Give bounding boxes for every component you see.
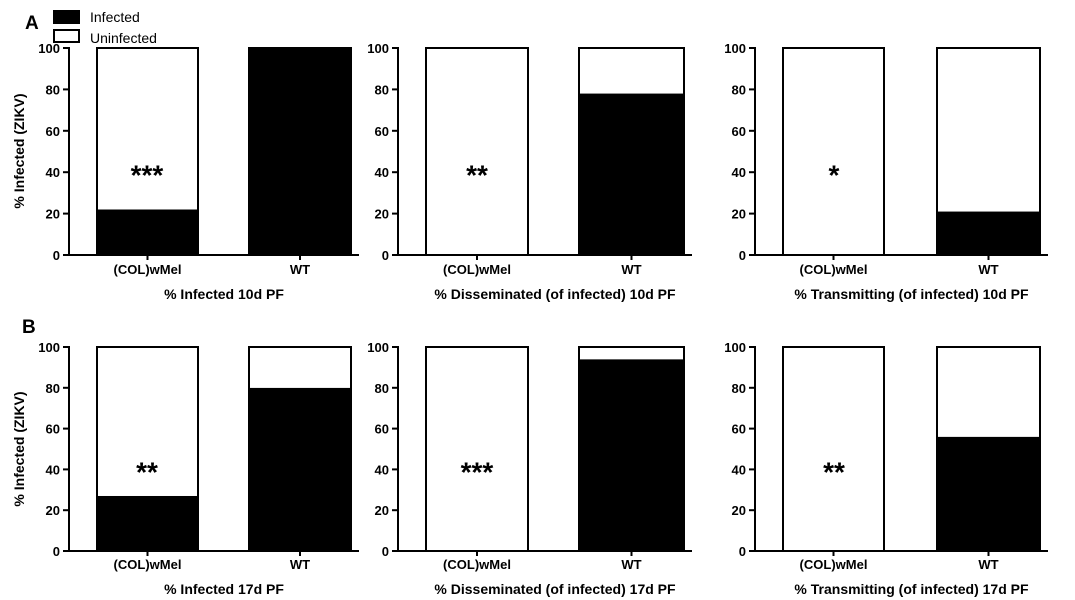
bar-infected-wt xyxy=(579,359,684,551)
chart-5: (COL)wMel WT 0 20 40 60 80 100 % Disseminated (o… xyxy=(367,340,692,597)
category-label: (COL)wMel xyxy=(800,557,868,572)
y-tick-label: 80 xyxy=(732,82,746,97)
bar-infected-colwmel xyxy=(97,209,198,255)
category-label: WT xyxy=(978,262,998,277)
y-tick-label: 20 xyxy=(46,207,60,222)
x-axis-title: % Transmitting (of infected) 17d PF xyxy=(794,581,1029,597)
category-label: (COL)wMel xyxy=(800,262,868,277)
y-tick-label: 100 xyxy=(38,41,60,56)
bar-uninfected-wt xyxy=(249,347,351,388)
y-tick-label: 20 xyxy=(46,503,60,518)
chart-1: (COL)wMel WT 0 20 40 60 80 100 % Infected 10d PF… xyxy=(11,41,359,302)
y-tick-label: 20 xyxy=(732,503,746,518)
y-tick-label: 100 xyxy=(724,340,746,355)
chart-6: (COL)wMel WT 0 20 40 60 80 100 % Transmitting (o… xyxy=(724,340,1048,597)
bar-infected-wt xyxy=(249,387,351,551)
x-axis-title: % Infected 10d PF xyxy=(164,286,284,302)
legend-swatch-uninfected xyxy=(53,29,80,43)
y-tick-label: 100 xyxy=(38,340,60,355)
category-label: (COL)wMel xyxy=(443,557,511,572)
significance-marker: ** xyxy=(823,457,845,488)
panel-letter-a: A xyxy=(25,13,39,34)
y-tick-label: 40 xyxy=(732,165,746,180)
y-tick-label: 0 xyxy=(53,544,60,559)
panel-letter-b: B xyxy=(22,317,36,338)
y-tick-label: 0 xyxy=(382,248,389,263)
y-tick-label: 40 xyxy=(732,462,746,477)
bar-infected-colwmel xyxy=(97,495,198,551)
charts-area: (COL)wMel WT 0 20 40 60 80 100 % Infected 10d PF… xyxy=(11,41,1048,597)
y-tick-label: 60 xyxy=(46,124,60,139)
y-tick-label: 0 xyxy=(739,544,746,559)
chart-2: (COL)wMel WT 0 20 40 60 80 100 % Disseminated (o… xyxy=(367,41,692,302)
significance-marker: *** xyxy=(131,160,164,191)
chart-4: (COL)wMel WT 0 20 40 60 80 100 % Infected 17d PF… xyxy=(11,340,359,597)
significance-marker: ** xyxy=(466,160,488,191)
bar-infected-wt xyxy=(579,93,684,255)
bar-uninfected-wt xyxy=(579,48,684,94)
bar-uninfected-wt xyxy=(937,347,1040,437)
y-tick-label: 80 xyxy=(375,381,389,396)
y-tick-label: 100 xyxy=(367,340,389,355)
significance-marker: ** xyxy=(136,457,158,488)
significance-marker: * xyxy=(829,160,840,191)
legend-label-infected: Infected xyxy=(90,9,140,25)
category-label: WT xyxy=(290,557,310,572)
legend-label-uninfected: Uninfected xyxy=(90,30,157,46)
bar-uninfected-wt xyxy=(937,48,1040,212)
y-tick-label: 60 xyxy=(375,422,389,437)
legend: Infected Uninfected xyxy=(53,9,157,46)
bar-uninfected-colwmel xyxy=(97,48,198,210)
category-label: (COL)wMel xyxy=(443,262,511,277)
chart-3: (COL)wMel WT 0 20 40 60 80 100 % Transmitting (o… xyxy=(724,41,1048,302)
category-label: (COL)wMel xyxy=(114,262,182,277)
y-tick-label: 20 xyxy=(375,207,389,222)
y-tick-label: 40 xyxy=(375,462,389,477)
category-label: WT xyxy=(621,262,641,277)
bar-uninfected-colwmel xyxy=(97,347,198,496)
x-axis-title: % Transmitting (of infected) 10d PF xyxy=(794,286,1029,302)
y-tick-label: 80 xyxy=(46,82,60,97)
y-tick-label: 80 xyxy=(732,381,746,396)
y-tick-label: 80 xyxy=(46,381,60,396)
y-tick-label: 60 xyxy=(46,422,60,437)
bar-uninfected-colwmel xyxy=(783,48,884,255)
y-tick-label: 40 xyxy=(375,165,389,180)
y-tick-label: 60 xyxy=(375,124,389,139)
bar-infected-wt xyxy=(937,436,1040,551)
x-axis-title: % Disseminated (of infected) 10d PF xyxy=(434,286,676,302)
y-tick-label: 40 xyxy=(46,165,60,180)
x-axis-title: % Disseminated (of infected) 17d PF xyxy=(434,581,676,597)
y-tick-label: 0 xyxy=(382,544,389,559)
y-tick-label: 20 xyxy=(732,207,746,222)
bar-uninfected-wt xyxy=(579,347,684,360)
y-tick-label: 100 xyxy=(724,41,746,56)
y-axis-title: % Infected (ZIKV) xyxy=(11,93,27,208)
y-tick-label: 100 xyxy=(367,41,389,56)
bar-uninfected-colwmel xyxy=(426,48,528,255)
category-label: (COL)wMel xyxy=(114,557,182,572)
y-tick-label: 60 xyxy=(732,422,746,437)
bar-infected-wt xyxy=(249,48,351,255)
y-axis-title: % Infected (ZIKV) xyxy=(11,391,27,506)
y-tick-label: 40 xyxy=(46,462,60,477)
significance-marker: *** xyxy=(461,457,494,488)
y-tick-label: 0 xyxy=(53,248,60,263)
legend-swatch-infected xyxy=(53,10,80,24)
x-axis-title: % Infected 17d PF xyxy=(164,581,284,597)
category-label: WT xyxy=(621,557,641,572)
bar-infected-wt xyxy=(937,211,1040,255)
y-tick-label: 0 xyxy=(739,248,746,263)
category-label: WT xyxy=(290,262,310,277)
bar-uninfected-colwmel xyxy=(783,347,884,551)
y-tick-label: 60 xyxy=(732,124,746,139)
y-tick-label: 20 xyxy=(375,503,389,518)
y-tick-label: 80 xyxy=(375,82,389,97)
category-label: WT xyxy=(978,557,998,572)
bar-uninfected-colwmel xyxy=(426,347,528,551)
